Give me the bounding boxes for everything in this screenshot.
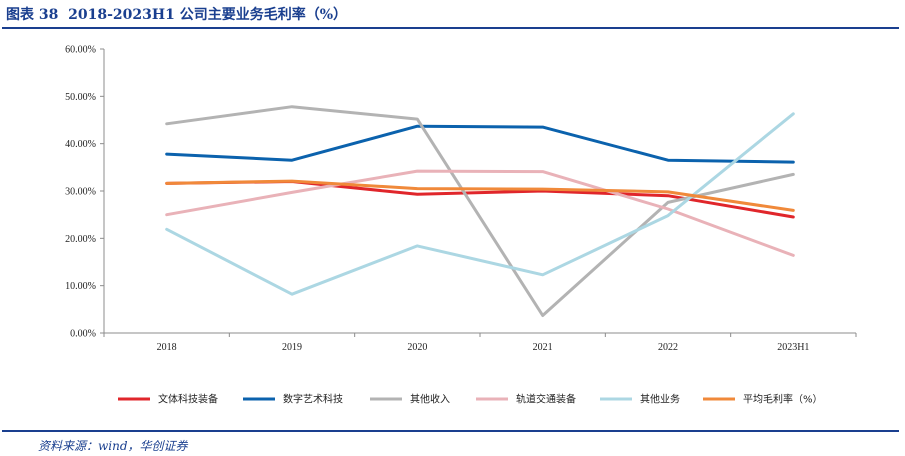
series-line-3 <box>165 105 795 317</box>
y-tick-label: 20.00% <box>65 234 96 245</box>
x-tick-label: 2022 <box>658 342 678 353</box>
y-tick-label: 40.00% <box>65 139 96 150</box>
legend-label: 数字艺术科技 <box>283 393 343 406</box>
legend-label: 轨道交通装备 <box>516 393 576 406</box>
series-line-6 <box>165 179 795 212</box>
source-note: 资料来源：wind，华创证券 <box>38 439 188 453</box>
x-tick-label: 2023H1 <box>777 342 809 353</box>
top-rule <box>2 27 899 29</box>
line-chart: 0.00% 10.00% 20.00% 30.00% 40.00% 50.00% 60.00… <box>65 45 857 406</box>
legend-label: 平均毛利率（%） <box>743 393 823 406</box>
series-line-4 <box>165 169 795 257</box>
y-tick-label: 60.00% <box>65 45 96 56</box>
x-tick-label: 2021 <box>533 342 553 353</box>
x-tick-label: 2020 <box>407 342 427 353</box>
figure-number: 图表 38 <box>6 7 59 23</box>
series-line-5 <box>165 112 795 296</box>
x-tick-label: 2019 <box>282 342 302 353</box>
legend-label: 其他收入 <box>410 393 450 406</box>
x-tick-label: 2018 <box>157 342 177 353</box>
y-tick-label: 30.00% <box>65 187 96 198</box>
figure-title: 图表 38 2018-2023H1 公司主要业务毛利率（%） <box>6 4 347 24</box>
y-tick-label: 50.00% <box>65 92 96 103</box>
legend-label: 文体科技装备 <box>158 393 218 406</box>
figure-title-text: 2018-2023H1 公司主要业务毛利率（%） <box>68 7 347 23</box>
series-line-2 <box>165 124 795 164</box>
y-tick-label: 0.00% <box>70 329 96 340</box>
legend-label: 其他业务 <box>640 393 680 406</box>
y-tick-label: 10.00% <box>65 281 96 292</box>
bottom-rule <box>2 430 899 432</box>
